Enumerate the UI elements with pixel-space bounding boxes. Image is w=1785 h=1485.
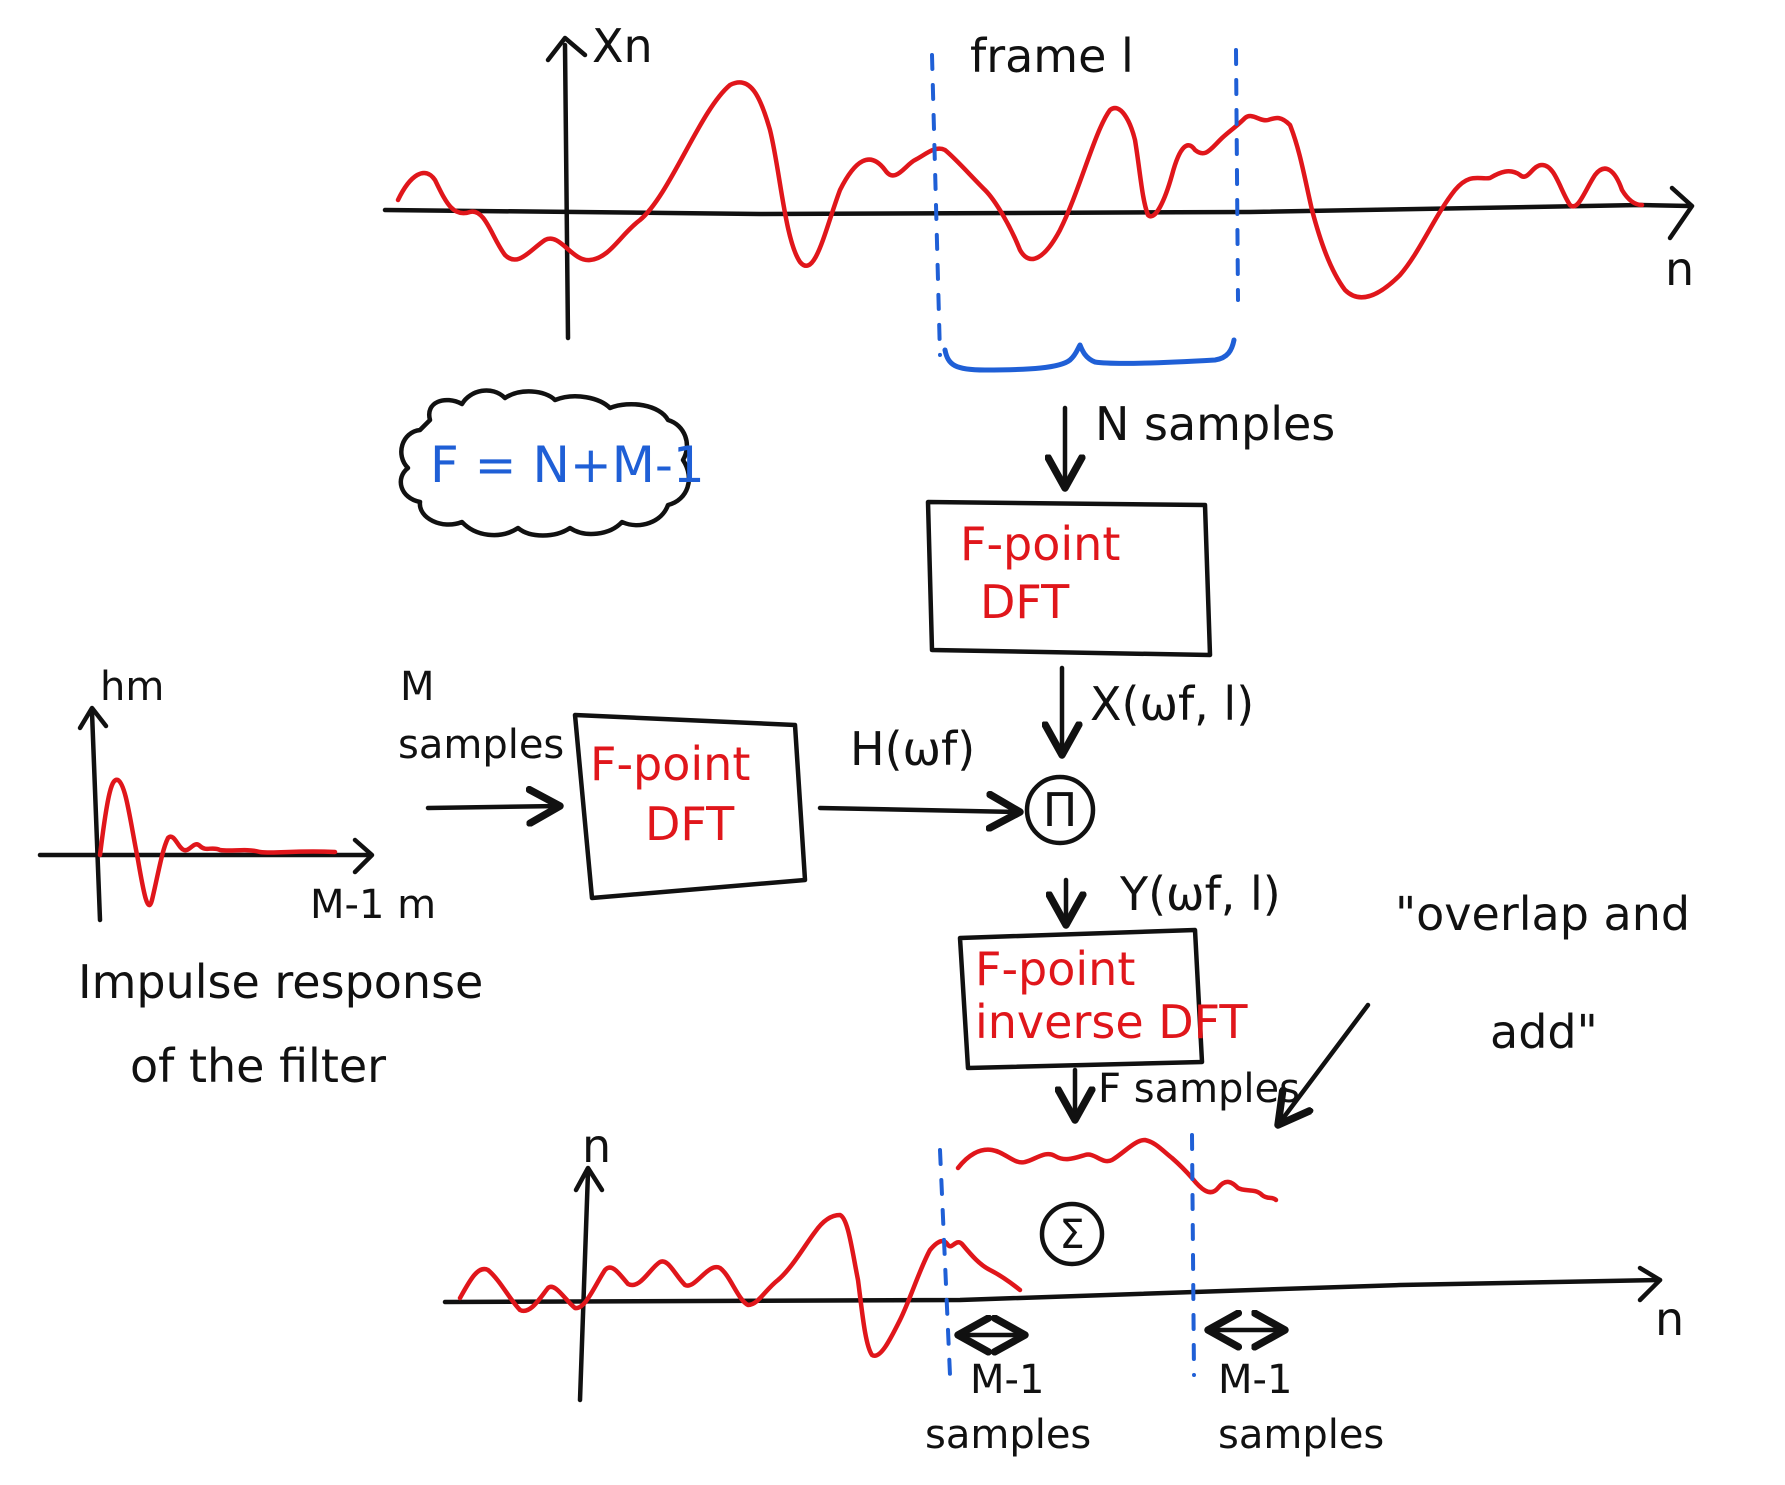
frame-label: frame l: [970, 29, 1134, 83]
bottom-signal-plot: n n M-1 samples M-1 samples: [442, 1119, 1684, 1458]
top-y-axis-arrowhead: [545, 35, 588, 63]
left-overlap-label-line1: M-1: [970, 1357, 1044, 1403]
m-samples-label-line2: samples: [398, 722, 564, 768]
filter-caption-line2: of the filter: [130, 1039, 386, 1093]
formula-text: F = N+M-1: [430, 436, 705, 494]
top-y-axis-label: Xn: [592, 19, 653, 73]
filter-impulse-plot: hm M-1 m: [37, 664, 436, 928]
dft-block-line2: DFT: [980, 575, 1070, 629]
top-x-axis-arrowhead: [1667, 185, 1695, 241]
bottom-left-dashed-line: [938, 1148, 952, 1377]
top-input-signal: [395, 80, 1645, 300]
next-frame-signal: [955, 1137, 1279, 1203]
filter-dft-block-rect: [572, 712, 808, 901]
idft-block: F-point inverse DFT: [957, 927, 1248, 1071]
m-samples-arrow: [425, 806, 560, 808]
h-spectrum-arrow: [817, 808, 1020, 812]
frame-start-dashed-line: [930, 53, 942, 357]
f-samples-label: F samples: [1098, 1066, 1300, 1112]
y-spectrum-label: Y(ωf, l): [1119, 867, 1281, 921]
m-samples-label-line1: M: [400, 664, 435, 710]
sum-node: Σ: [1039, 1201, 1105, 1267]
filter-y-axis-label: hm: [100, 664, 164, 710]
right-overlap-label-line2: samples: [1218, 1412, 1384, 1458]
bottom-y-axis: [577, 1169, 591, 1403]
filter-y-axis: [89, 709, 103, 923]
dft-block: F-point DFT: [925, 499, 1213, 658]
filter-caption-line1: Impulse response: [78, 955, 483, 1009]
top-x-axis-label: n: [1665, 242, 1694, 296]
right-overlap-label-line1: M-1: [1218, 1357, 1292, 1403]
multiplier-circle: [1024, 774, 1096, 846]
top-x-axis: [382, 202, 1693, 217]
top-signal-plot: Xn n: [382, 19, 1695, 341]
dft-block-line1: F-point: [960, 517, 1120, 571]
overlap-label-line2: add": [1490, 1005, 1598, 1059]
filter-dft-block-line2: DFT: [645, 797, 735, 851]
sum-symbol: Σ: [1059, 1212, 1084, 1258]
overlap-label-line1: "overlap and: [1395, 887, 1690, 941]
h-spectrum-label: H(ωf): [850, 722, 975, 776]
bottom-y-axis-arrowhead: [573, 1165, 605, 1193]
idft-block-line2: inverse DFT: [975, 995, 1248, 1049]
filter-x-axis-arrowhead: [352, 837, 375, 875]
overlap-pointer-arrow: [1278, 1002, 1371, 1125]
multiplier-symbol: Π: [1043, 783, 1078, 837]
dft-block-rect: [925, 499, 1213, 658]
filter-x-end-label: M-1 m: [310, 882, 436, 928]
bottom-x-axis: [442, 1277, 1663, 1305]
bottom-x-axis-arrowhead: [1637, 1265, 1663, 1303]
filter-dft-block: F-point DFT: [572, 712, 808, 901]
formula-cloud-outline: [398, 388, 692, 538]
multiplier-node: Π: [1024, 774, 1096, 846]
filter-y-axis-arrowhead: [77, 705, 109, 731]
n-samples-label: N samples: [1095, 397, 1335, 451]
frame-end-dashed-line: [1234, 48, 1240, 302]
filter-dft-block-line1: F-point: [590, 737, 750, 791]
bottom-right-dashed-line: [1190, 1133, 1196, 1377]
formula-cloud: F = N+M-1: [398, 388, 705, 538]
left-overlap-label-line2: samples: [925, 1412, 1091, 1458]
bottom-x-axis-label: n: [1655, 1292, 1684, 1346]
frame-markers: frame l: [930, 29, 1240, 373]
top-y-axis: [562, 42, 571, 341]
sum-circle: [1039, 1201, 1105, 1267]
x-spectrum-label: X(ωf, l): [1090, 677, 1254, 731]
bottom-y-axis-label: n: [582, 1119, 611, 1173]
frame-brace: [942, 337, 1237, 373]
filter-impulse-response: [97, 777, 338, 908]
idft-block-rect: [957, 927, 1205, 1071]
idft-block-line1: F-point: [975, 942, 1135, 996]
bottom-output-signal: [457, 1212, 1023, 1358]
